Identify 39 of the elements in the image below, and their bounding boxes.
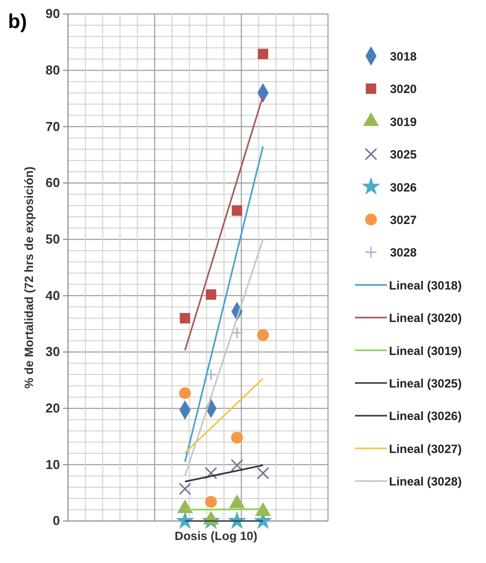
legend-label: Lineal (3027) — [389, 442, 462, 456]
legend-label: 3018 — [390, 50, 418, 64]
point — [231, 432, 243, 444]
legend-label: 3027 — [390, 213, 418, 227]
legend-label: 3025 — [390, 148, 418, 162]
y-tick-label: 70 — [46, 118, 60, 134]
y-tick-label: 10 — [46, 456, 60, 472]
y-tick-label: 80 — [46, 62, 60, 78]
legend-label: Lineal (3019) — [389, 344, 462, 358]
point — [204, 368, 218, 381]
legend-label: 3026 — [390, 180, 418, 194]
legend-label: Lineal (3018) — [389, 278, 462, 292]
y-tick-label: 60 — [46, 175, 60, 190]
point — [258, 48, 268, 60]
y-axis-title: % de Mortalidad (72 hrs de exposición) — [22, 166, 36, 389]
point — [257, 329, 269, 341]
legend-label: 3019 — [390, 114, 418, 129]
point — [179, 387, 191, 399]
legend-label: Lineal (3020) — [389, 311, 462, 326]
x-axis-title: Dosis (Log 10) — [174, 529, 258, 543]
legend-label: 3020 — [390, 82, 418, 96]
chart-title: b) — [8, 11, 27, 33]
point — [180, 312, 190, 324]
y-tick-label: 90 — [46, 6, 60, 22]
legend-label: Lineal (3025) — [389, 376, 462, 390]
y-tick-label: 50 — [46, 231, 60, 246]
point — [205, 496, 217, 508]
point — [178, 482, 192, 496]
point — [256, 466, 270, 480]
point — [204, 466, 218, 480]
y-tick-label: 0 — [52, 513, 60, 528]
legend-label: Lineal (3026) — [389, 409, 462, 424]
y-tick-label: 30 — [46, 344, 60, 360]
legend-label: Lineal (3028) — [389, 474, 462, 489]
point — [232, 205, 242, 216]
y-tick-label: 40 — [46, 288, 60, 303]
point — [206, 289, 216, 300]
y-tick-label: 20 — [46, 400, 60, 416]
legend-label: 3028 — [390, 246, 418, 260]
